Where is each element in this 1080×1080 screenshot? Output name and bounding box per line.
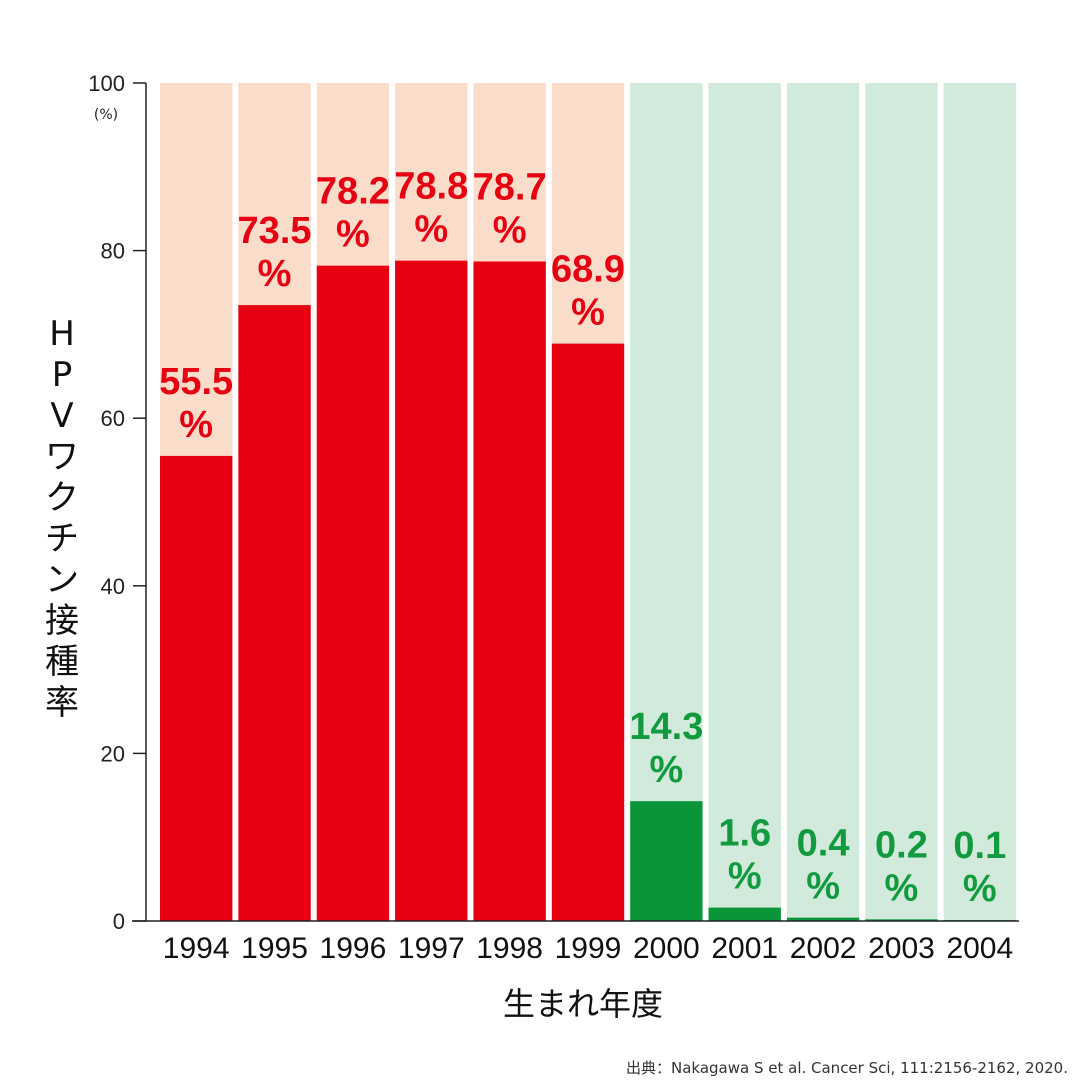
y-tick-40: 40 bbox=[101, 574, 125, 599]
y-tick-100: 100 bbox=[88, 71, 125, 96]
background-column-2000 bbox=[630, 83, 703, 921]
x-tick-2000: 2000 bbox=[633, 932, 700, 965]
background-column-2004 bbox=[943, 83, 1016, 921]
data-label-1995: 73.5 bbox=[238, 210, 312, 252]
background-column-2001 bbox=[708, 83, 781, 921]
bar-2000 bbox=[630, 801, 703, 921]
data-label-1994: 55.5 bbox=[159, 361, 233, 403]
x-tick-1997: 1997 bbox=[398, 932, 465, 965]
data-label-unit-1997: % bbox=[414, 209, 448, 251]
data-label-2003: 0.2 bbox=[875, 824, 928, 866]
y-tick-20: 20 bbox=[101, 741, 125, 766]
data-label-2004: 0.1 bbox=[953, 825, 1006, 867]
background-column-2002 bbox=[786, 83, 860, 921]
y-tick-60: 60 bbox=[101, 406, 125, 431]
bar-2001 bbox=[708, 907, 781, 921]
data-label-1998: 78.7 bbox=[473, 166, 547, 208]
x-tick-1995: 1995 bbox=[241, 932, 308, 965]
y-tick-0: 0 bbox=[113, 909, 125, 934]
data-label-unit-2003: % bbox=[885, 867, 919, 909]
x-tick-2001: 2001 bbox=[711, 932, 778, 965]
bar-1999 bbox=[551, 343, 625, 921]
y-tick-80: 80 bbox=[101, 239, 125, 264]
y-unit-label: (%) bbox=[94, 107, 118, 123]
bar-2002 bbox=[786, 917, 860, 921]
data-label-unit-1996: % bbox=[336, 214, 370, 256]
x-tick-1999: 1999 bbox=[555, 932, 622, 965]
bar-1998 bbox=[473, 261, 546, 921]
source-citation: 出典：Nakagawa S et al. Cancer Sci, 111:215… bbox=[626, 1059, 1068, 1077]
data-label-unit-2004: % bbox=[963, 868, 997, 910]
x-tick-1994: 1994 bbox=[163, 932, 230, 965]
data-label-1999: 68.9 bbox=[551, 249, 625, 291]
x-tick-1998: 1998 bbox=[476, 932, 543, 965]
data-label-2001: 1.6 bbox=[718, 813, 771, 855]
data-label-unit-1999: % bbox=[571, 292, 605, 334]
bars bbox=[160, 260, 1016, 922]
bar-1994 bbox=[160, 455, 233, 921]
x-axis-ticks: 1994 1995 1996 1997 1998 1999 2000 2001 2002 2003… bbox=[163, 932, 1013, 965]
data-label-unit-1998: % bbox=[493, 209, 527, 251]
x-tick-2004: 2004 bbox=[946, 932, 1013, 965]
data-label-unit-1994: % bbox=[179, 404, 213, 446]
data-labels: 55.5%73.5%78.2%78.8%78.7%68.9%14.3%1.6%0… bbox=[159, 166, 1006, 911]
background-column-2003 bbox=[865, 83, 938, 921]
data-label-1996: 78.2 bbox=[316, 171, 390, 213]
data-label-unit-1995: % bbox=[258, 253, 292, 295]
x-axis-title: 生まれ年度 bbox=[503, 985, 663, 1023]
bar-1995 bbox=[238, 305, 311, 921]
bar-1996 bbox=[316, 265, 390, 922]
data-label-2002: 0.4 bbox=[797, 823, 850, 865]
x-tick-1996: 1996 bbox=[320, 932, 387, 965]
data-label-unit-2001: % bbox=[728, 856, 762, 898]
data-label-unit-2002: % bbox=[806, 866, 840, 908]
x-tick-2002: 2002 bbox=[790, 932, 857, 965]
y-axis-title: H P V ワクチン接種率 bbox=[45, 314, 79, 723]
data-label-1997: 78.8 bbox=[394, 166, 468, 208]
data-label-unit-2000: % bbox=[649, 749, 683, 791]
x-tick-2003: 2003 bbox=[868, 932, 935, 965]
bar-2003 bbox=[865, 919, 938, 921]
bar-1997 bbox=[395, 260, 468, 921]
y-axis: 0 20 40 60 80 100 (%) bbox=[88, 71, 1019, 934]
data-label-2000: 14.3 bbox=[629, 706, 703, 748]
